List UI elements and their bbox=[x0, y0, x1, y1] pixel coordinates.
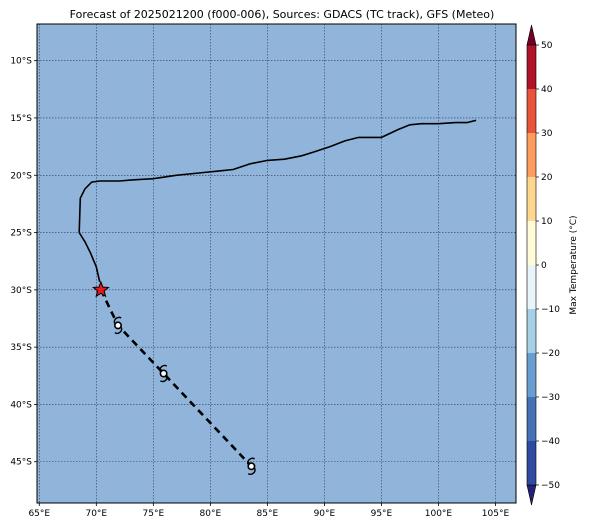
colorbar-tick-label: −40 bbox=[541, 437, 560, 447]
figure-title: Forecast of 2025021200 (f000-006), Sourc… bbox=[70, 8, 495, 21]
y-tick-label: 45°S bbox=[10, 458, 32, 468]
map-panel: 65°E 70°E 75°E 80°E 85°E 90°E 95°E 100°E 105°E 1… bbox=[10, 23, 517, 519]
x-tick-label: 90°E bbox=[314, 509, 336, 519]
x-tick-label: 70°E bbox=[85, 509, 107, 519]
colorbar-tick-label: −10 bbox=[541, 305, 560, 315]
colorbar-segment bbox=[527, 353, 536, 397]
y-tick-label: 30°S bbox=[10, 286, 32, 296]
y-tick-label: 20°S bbox=[10, 171, 32, 181]
colorbar-tick-label: 30 bbox=[541, 129, 553, 139]
x-tick-label: 75°E bbox=[143, 509, 165, 519]
y-tick-label: 25°S bbox=[10, 229, 32, 239]
map-frame bbox=[36, 23, 517, 504]
colorbar-label: Max Temperature (°C) bbox=[569, 215, 579, 314]
x-tick-label: 80°E bbox=[200, 509, 222, 519]
y-tick-label: 10°S bbox=[10, 57, 32, 67]
colorbar-segment bbox=[527, 133, 536, 177]
colorbar-segment bbox=[527, 177, 536, 221]
colorbar-tick-label: −50 bbox=[541, 481, 560, 491]
colorbar: 50 40 30 20 10 0 −10 −20 −30 −40 −50 Max Temperatu… bbox=[526, 24, 579, 506]
colorbar-tick-label: 10 bbox=[541, 217, 553, 227]
x-tick-label: 105°E bbox=[482, 509, 510, 519]
colorbar-tick-label: −20 bbox=[541, 349, 560, 359]
colorbar-tick-label: 50 bbox=[541, 41, 553, 51]
latitude-ticks: 10°S 15°S 20°S 25°S 30°S 35°S 40°S 45°S bbox=[10, 57, 37, 468]
colorbar-tick-label: 0 bbox=[541, 261, 547, 271]
colorbar-tick-label: 40 bbox=[541, 85, 553, 95]
track-layer bbox=[78, 119, 477, 475]
colorbar-segment bbox=[527, 45, 536, 89]
colorbar-segment bbox=[527, 221, 536, 265]
current-position-star bbox=[91, 280, 110, 298]
colorbar-tick-label: 20 bbox=[541, 173, 553, 183]
tropical-storm-symbol bbox=[113, 316, 123, 335]
uncertainty-cone-lower-outline bbox=[78, 232, 101, 282]
colorbar-tick-label: −30 bbox=[541, 393, 560, 403]
colorbar-segment bbox=[527, 397, 536, 441]
y-tick-label: 40°S bbox=[10, 400, 32, 410]
x-tick-label: 95°E bbox=[371, 509, 393, 519]
longitude-ticks: 65°E 70°E 75°E 80°E 85°E 90°E 95°E 100°E 105°E bbox=[28, 503, 509, 519]
colorbar-segment bbox=[527, 265, 536, 309]
uncertainty-cone-upper-outline bbox=[78, 119, 477, 233]
y-tick-label: 35°S bbox=[10, 343, 32, 353]
ocean-background bbox=[37, 24, 516, 503]
colorbar-segment bbox=[527, 89, 536, 133]
forecast-track-line bbox=[99, 289, 253, 468]
colorbar-max-extension bbox=[526, 24, 537, 46]
x-tick-label: 100°E bbox=[425, 509, 453, 519]
x-tick-label: 85°E bbox=[257, 509, 279, 519]
colorbar-segment bbox=[527, 309, 536, 353]
tropical-storm-symbol bbox=[159, 364, 168, 383]
tropical-storm-symbol bbox=[247, 457, 256, 475]
y-tick-label: 15°S bbox=[10, 114, 32, 124]
colorbar-min-extension bbox=[526, 484, 537, 506]
x-tick-label: 65°E bbox=[28, 509, 50, 519]
colorbar-segment bbox=[527, 441, 536, 485]
